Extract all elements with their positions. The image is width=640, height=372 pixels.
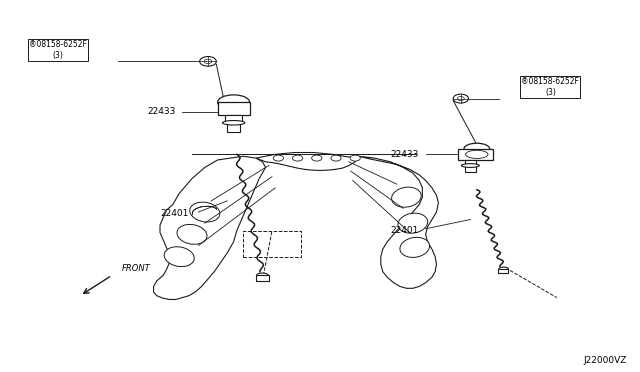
FancyBboxPatch shape xyxy=(498,269,508,273)
Ellipse shape xyxy=(177,224,207,244)
Ellipse shape xyxy=(223,121,244,125)
Ellipse shape xyxy=(400,237,429,257)
Text: J22000VZ: J22000VZ xyxy=(584,356,627,365)
FancyBboxPatch shape xyxy=(218,102,250,115)
Ellipse shape xyxy=(466,150,488,158)
Circle shape xyxy=(331,155,341,161)
FancyBboxPatch shape xyxy=(465,160,476,166)
Ellipse shape xyxy=(461,164,479,167)
Circle shape xyxy=(292,155,303,161)
Circle shape xyxy=(458,97,464,100)
FancyBboxPatch shape xyxy=(256,275,269,281)
Ellipse shape xyxy=(398,213,428,233)
Text: 22401: 22401 xyxy=(391,226,419,235)
Ellipse shape xyxy=(464,143,490,154)
Polygon shape xyxy=(256,153,358,170)
Circle shape xyxy=(200,57,216,66)
Ellipse shape xyxy=(392,187,421,207)
FancyBboxPatch shape xyxy=(458,149,493,160)
Ellipse shape xyxy=(190,202,220,222)
Text: ®08158-6252F
(3): ®08158-6252F (3) xyxy=(522,77,579,97)
Text: 22401: 22401 xyxy=(161,209,189,218)
Ellipse shape xyxy=(218,95,250,110)
Polygon shape xyxy=(154,156,266,299)
Circle shape xyxy=(204,59,212,64)
Ellipse shape xyxy=(257,273,268,278)
Polygon shape xyxy=(358,156,438,288)
Circle shape xyxy=(350,155,360,161)
Text: 22433: 22433 xyxy=(391,150,419,159)
Circle shape xyxy=(453,94,468,103)
Circle shape xyxy=(273,155,284,161)
FancyBboxPatch shape xyxy=(225,115,242,123)
Text: ®08158-6252F
(3): ®08158-6252F (3) xyxy=(29,40,86,60)
FancyBboxPatch shape xyxy=(227,123,240,132)
Text: 22433: 22433 xyxy=(148,107,176,116)
Ellipse shape xyxy=(164,247,194,267)
Circle shape xyxy=(312,155,322,161)
FancyBboxPatch shape xyxy=(465,166,476,172)
Text: FRONT: FRONT xyxy=(122,264,150,273)
Ellipse shape xyxy=(499,267,509,271)
